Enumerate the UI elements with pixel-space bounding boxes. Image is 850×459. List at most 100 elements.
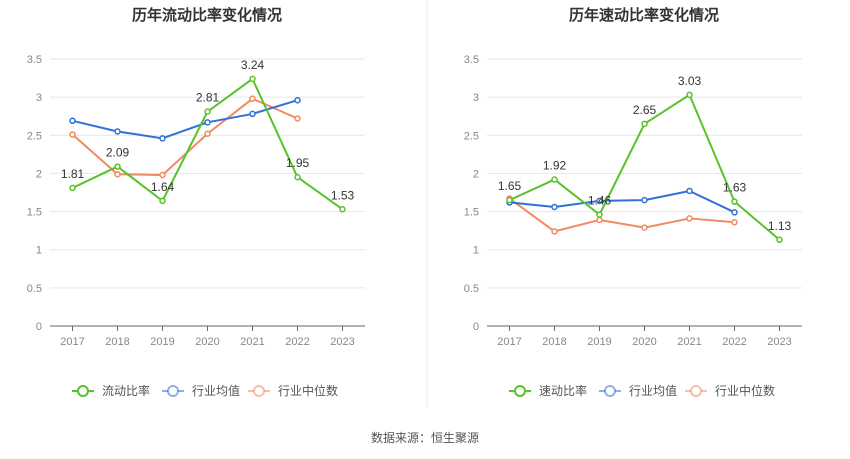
data-label: 1.64 <box>151 180 175 194</box>
y-tick-label: 2 <box>36 168 42 180</box>
y-tick-label: 1 <box>36 245 42 257</box>
y-tick-label: 2 <box>473 168 479 180</box>
data-point <box>294 115 301 122</box>
data-point <box>204 130 211 138</box>
legend-label: 行业均值 <box>629 383 677 398</box>
y-tick-label: 3 <box>36 92 42 104</box>
data-point <box>69 184 76 192</box>
data-label: 1.13 <box>768 219 792 233</box>
legend-label: 流动比率 <box>102 383 150 398</box>
quick-ratio-chart: 历年速动比率变化情况 0 0.5 1 1.5 2 2.5 3 3.5 2017 2018 2019 20… <box>464 6 802 398</box>
data-point <box>776 236 783 244</box>
data-point <box>551 176 558 183</box>
y-tick-label: 2.5 <box>464 130 479 142</box>
data-point <box>641 196 648 204</box>
legend-label: 行业中位数 <box>278 383 338 398</box>
data-label: 2.09 <box>106 146 130 160</box>
legend-label: 速动比率 <box>539 383 587 398</box>
data-label: 3.24 <box>241 58 265 72</box>
data-label: 1.46 <box>588 194 612 208</box>
data-point <box>159 135 166 142</box>
data-point <box>641 120 648 128</box>
data-point <box>551 228 558 235</box>
data-point <box>731 219 738 226</box>
legend-label: 行业中位数 <box>715 383 775 398</box>
data-label: 2.81 <box>196 91 220 105</box>
data-point <box>596 197 603 205</box>
data-label: 3.03 <box>678 74 702 88</box>
chart-title: 历年流动比率变化情况 <box>132 6 282 24</box>
y-tick-label: 0 <box>473 321 479 333</box>
x-tick-label: 2021 <box>240 336 264 348</box>
data-point <box>731 209 738 216</box>
data-point <box>249 95 256 102</box>
y-tick-label: 3.5 <box>27 54 42 66</box>
data-label: 1.92 <box>543 159 567 173</box>
data-point <box>69 131 76 138</box>
data-point <box>339 206 346 213</box>
data-label: 1.65 <box>498 179 522 193</box>
data-point <box>294 96 301 104</box>
data-point <box>159 197 166 205</box>
data-label: 1.81 <box>61 167 85 181</box>
data-point <box>159 171 166 179</box>
legend-swatch-marker <box>514 385 526 397</box>
y-tick-label: 1 <box>473 245 479 257</box>
x-tick-label: 2017 <box>497 336 521 348</box>
y-tick-label: 0.5 <box>464 283 479 295</box>
x-tick-label: 2018 <box>105 336 129 348</box>
data-point <box>506 196 513 204</box>
x-tick-label: 2020 <box>632 336 656 348</box>
legend-label: 行业均值 <box>192 383 240 398</box>
data-label: 1.95 <box>286 156 310 170</box>
x-tick-label: 2021 <box>677 336 701 348</box>
data-point <box>686 187 693 195</box>
x-tick-label: 2018 <box>542 336 566 348</box>
data-label: 2.65 <box>633 103 657 117</box>
data-point <box>294 173 301 181</box>
data-source-note: 数据来源：恒生聚源 <box>370 431 479 445</box>
data-point <box>641 224 648 231</box>
x-tick-label: 2022 <box>285 336 309 348</box>
data-point <box>114 170 121 178</box>
data-point <box>114 163 121 170</box>
y-tick-label: 0 <box>36 321 42 333</box>
data-point <box>69 117 76 125</box>
x-tick-label: 2023 <box>767 336 791 348</box>
y-tick-label: 2.5 <box>27 130 42 142</box>
legend-swatch-marker <box>604 385 616 397</box>
series-line <box>508 197 735 233</box>
y-tick-label: 1.5 <box>27 207 42 219</box>
data-label: 1.63 <box>723 181 747 195</box>
x-tick-label: 2020 <box>195 336 219 348</box>
series-line <box>72 99 298 140</box>
x-tick-label: 2022 <box>722 336 746 348</box>
data-point <box>686 91 693 99</box>
data-point <box>114 128 121 135</box>
y-tick-label: 3 <box>473 92 479 104</box>
series-line <box>509 189 735 214</box>
data-point <box>551 203 558 211</box>
data-point <box>596 211 603 218</box>
legend-swatch-marker <box>253 385 265 397</box>
y-tick-label: 3.5 <box>464 54 479 66</box>
legend-swatch-marker <box>167 385 179 397</box>
x-tick-label: 2019 <box>150 336 174 348</box>
y-tick-label: 1.5 <box>464 207 479 219</box>
data-point <box>204 119 211 126</box>
data-point <box>249 110 256 118</box>
current-ratio-chart: 历年流动比率变化情况 0 0.5 1 1.5 2 2.5 3 3.5 2017 2018 2019 20… <box>27 6 365 398</box>
data-point <box>204 108 211 115</box>
chart-title: 历年速动比率变化情况 <box>569 6 719 24</box>
data-point <box>686 215 693 222</box>
x-tick-label: 2023 <box>330 336 354 348</box>
legend-swatch-marker <box>690 385 702 397</box>
x-tick-label: 2019 <box>587 336 611 348</box>
data-label: 1.53 <box>331 188 355 202</box>
legend-swatch-marker <box>77 385 89 397</box>
data-point <box>249 75 256 83</box>
x-tick-label: 2017 <box>60 336 84 348</box>
data-point <box>731 198 738 205</box>
y-tick-label: 0.5 <box>27 283 42 295</box>
